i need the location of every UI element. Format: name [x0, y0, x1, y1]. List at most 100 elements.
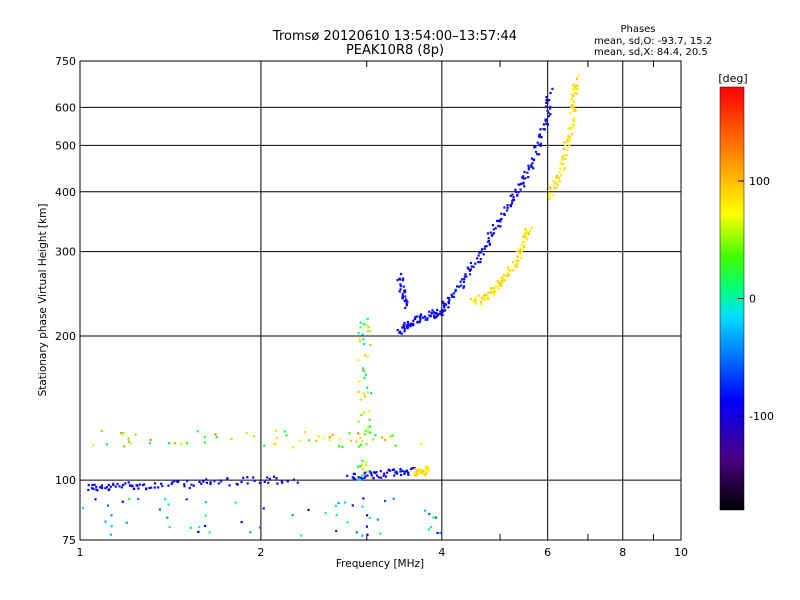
data-point	[501, 276, 504, 279]
data-point	[516, 263, 519, 266]
data-point	[362, 323, 365, 326]
data-point	[551, 87, 554, 90]
data-point	[168, 526, 171, 529]
data-point	[536, 153, 539, 156]
data-point	[528, 229, 532, 232]
data-point	[375, 471, 378, 474]
data-point	[424, 473, 427, 477]
data-point	[362, 392, 365, 395]
data-point	[487, 239, 491, 243]
data-point	[183, 485, 186, 488]
data-point	[246, 476, 249, 479]
data-point	[366, 355, 369, 358]
data-point	[483, 247, 486, 251]
data-point	[120, 486, 123, 489]
data-point	[122, 483, 125, 487]
data-point	[562, 169, 565, 172]
data-point	[422, 470, 425, 473]
data-point	[414, 315, 417, 319]
data-point	[515, 260, 518, 263]
data-point	[394, 471, 397, 474]
data-point	[488, 242, 491, 245]
data-point	[95, 485, 98, 488]
data-point	[500, 279, 503, 283]
data-point	[292, 478, 296, 481]
data-point	[379, 532, 382, 535]
data-point	[357, 445, 361, 448]
data-point	[200, 482, 203, 485]
data-point	[335, 514, 338, 517]
data-point	[491, 233, 494, 236]
data-point	[129, 442, 133, 445]
data-point	[242, 476, 245, 479]
data-point	[524, 228, 527, 231]
data-point	[466, 266, 469, 269]
data-point	[100, 429, 103, 433]
data-point	[90, 487, 94, 490]
data-point	[518, 247, 521, 250]
data-point	[472, 265, 475, 268]
data-point	[362, 338, 365, 341]
data-point	[361, 505, 364, 508]
data-point	[401, 279, 405, 282]
data-point	[420, 472, 423, 475]
data-point	[412, 319, 415, 323]
data-point	[173, 480, 176, 483]
data-point	[483, 298, 486, 301]
data-point	[434, 516, 438, 519]
data-point	[252, 476, 255, 479]
data-point	[502, 277, 505, 280]
data-point	[409, 322, 413, 325]
x-tick-label: 10	[674, 546, 688, 559]
data-point	[376, 518, 379, 521]
data-point	[572, 94, 575, 97]
data-point	[366, 386, 369, 389]
data-point	[403, 470, 406, 473]
data-point	[441, 302, 444, 305]
data-point	[361, 459, 364, 462]
data-point	[561, 158, 564, 161]
data-point	[525, 230, 529, 233]
data-point	[384, 438, 387, 442]
data-point	[547, 115, 550, 118]
data-point	[520, 250, 524, 253]
data-point	[518, 251, 521, 254]
data-point	[548, 191, 551, 195]
data-point	[418, 320, 421, 323]
data-point	[487, 237, 490, 240]
x-axis-label: Frequency [MHz]	[336, 558, 424, 570]
data-point	[366, 470, 370, 473]
data-point	[478, 251, 481, 254]
data-point	[490, 291, 493, 294]
data-point	[501, 280, 504, 283]
data-point	[569, 99, 573, 102]
data-point	[291, 513, 294, 517]
data-point	[404, 295, 407, 298]
data-point	[234, 501, 237, 504]
data-point	[357, 390, 360, 393]
data-point	[188, 486, 191, 490]
data-point	[452, 295, 456, 298]
data-point	[361, 464, 364, 467]
colorbar-tick-label: 100	[749, 175, 770, 188]
data-point	[403, 472, 406, 476]
data-point	[391, 434, 394, 437]
data-point	[563, 141, 566, 144]
data-point	[427, 528, 430, 531]
data-point	[573, 117, 576, 120]
data-point	[548, 186, 551, 189]
data-point	[521, 248, 524, 251]
data-point	[520, 256, 523, 260]
data-point	[359, 465, 362, 468]
data-point	[469, 297, 472, 300]
data-point	[568, 139, 571, 142]
data-point	[328, 436, 331, 439]
data-point	[141, 484, 145, 487]
data-point	[149, 438, 152, 442]
data-point	[203, 441, 206, 444]
data-point	[137, 497, 140, 501]
data-point	[509, 194, 512, 198]
data-point	[197, 530, 200, 534]
data-point	[110, 514, 113, 517]
y-tick-label: 300	[55, 246, 76, 259]
